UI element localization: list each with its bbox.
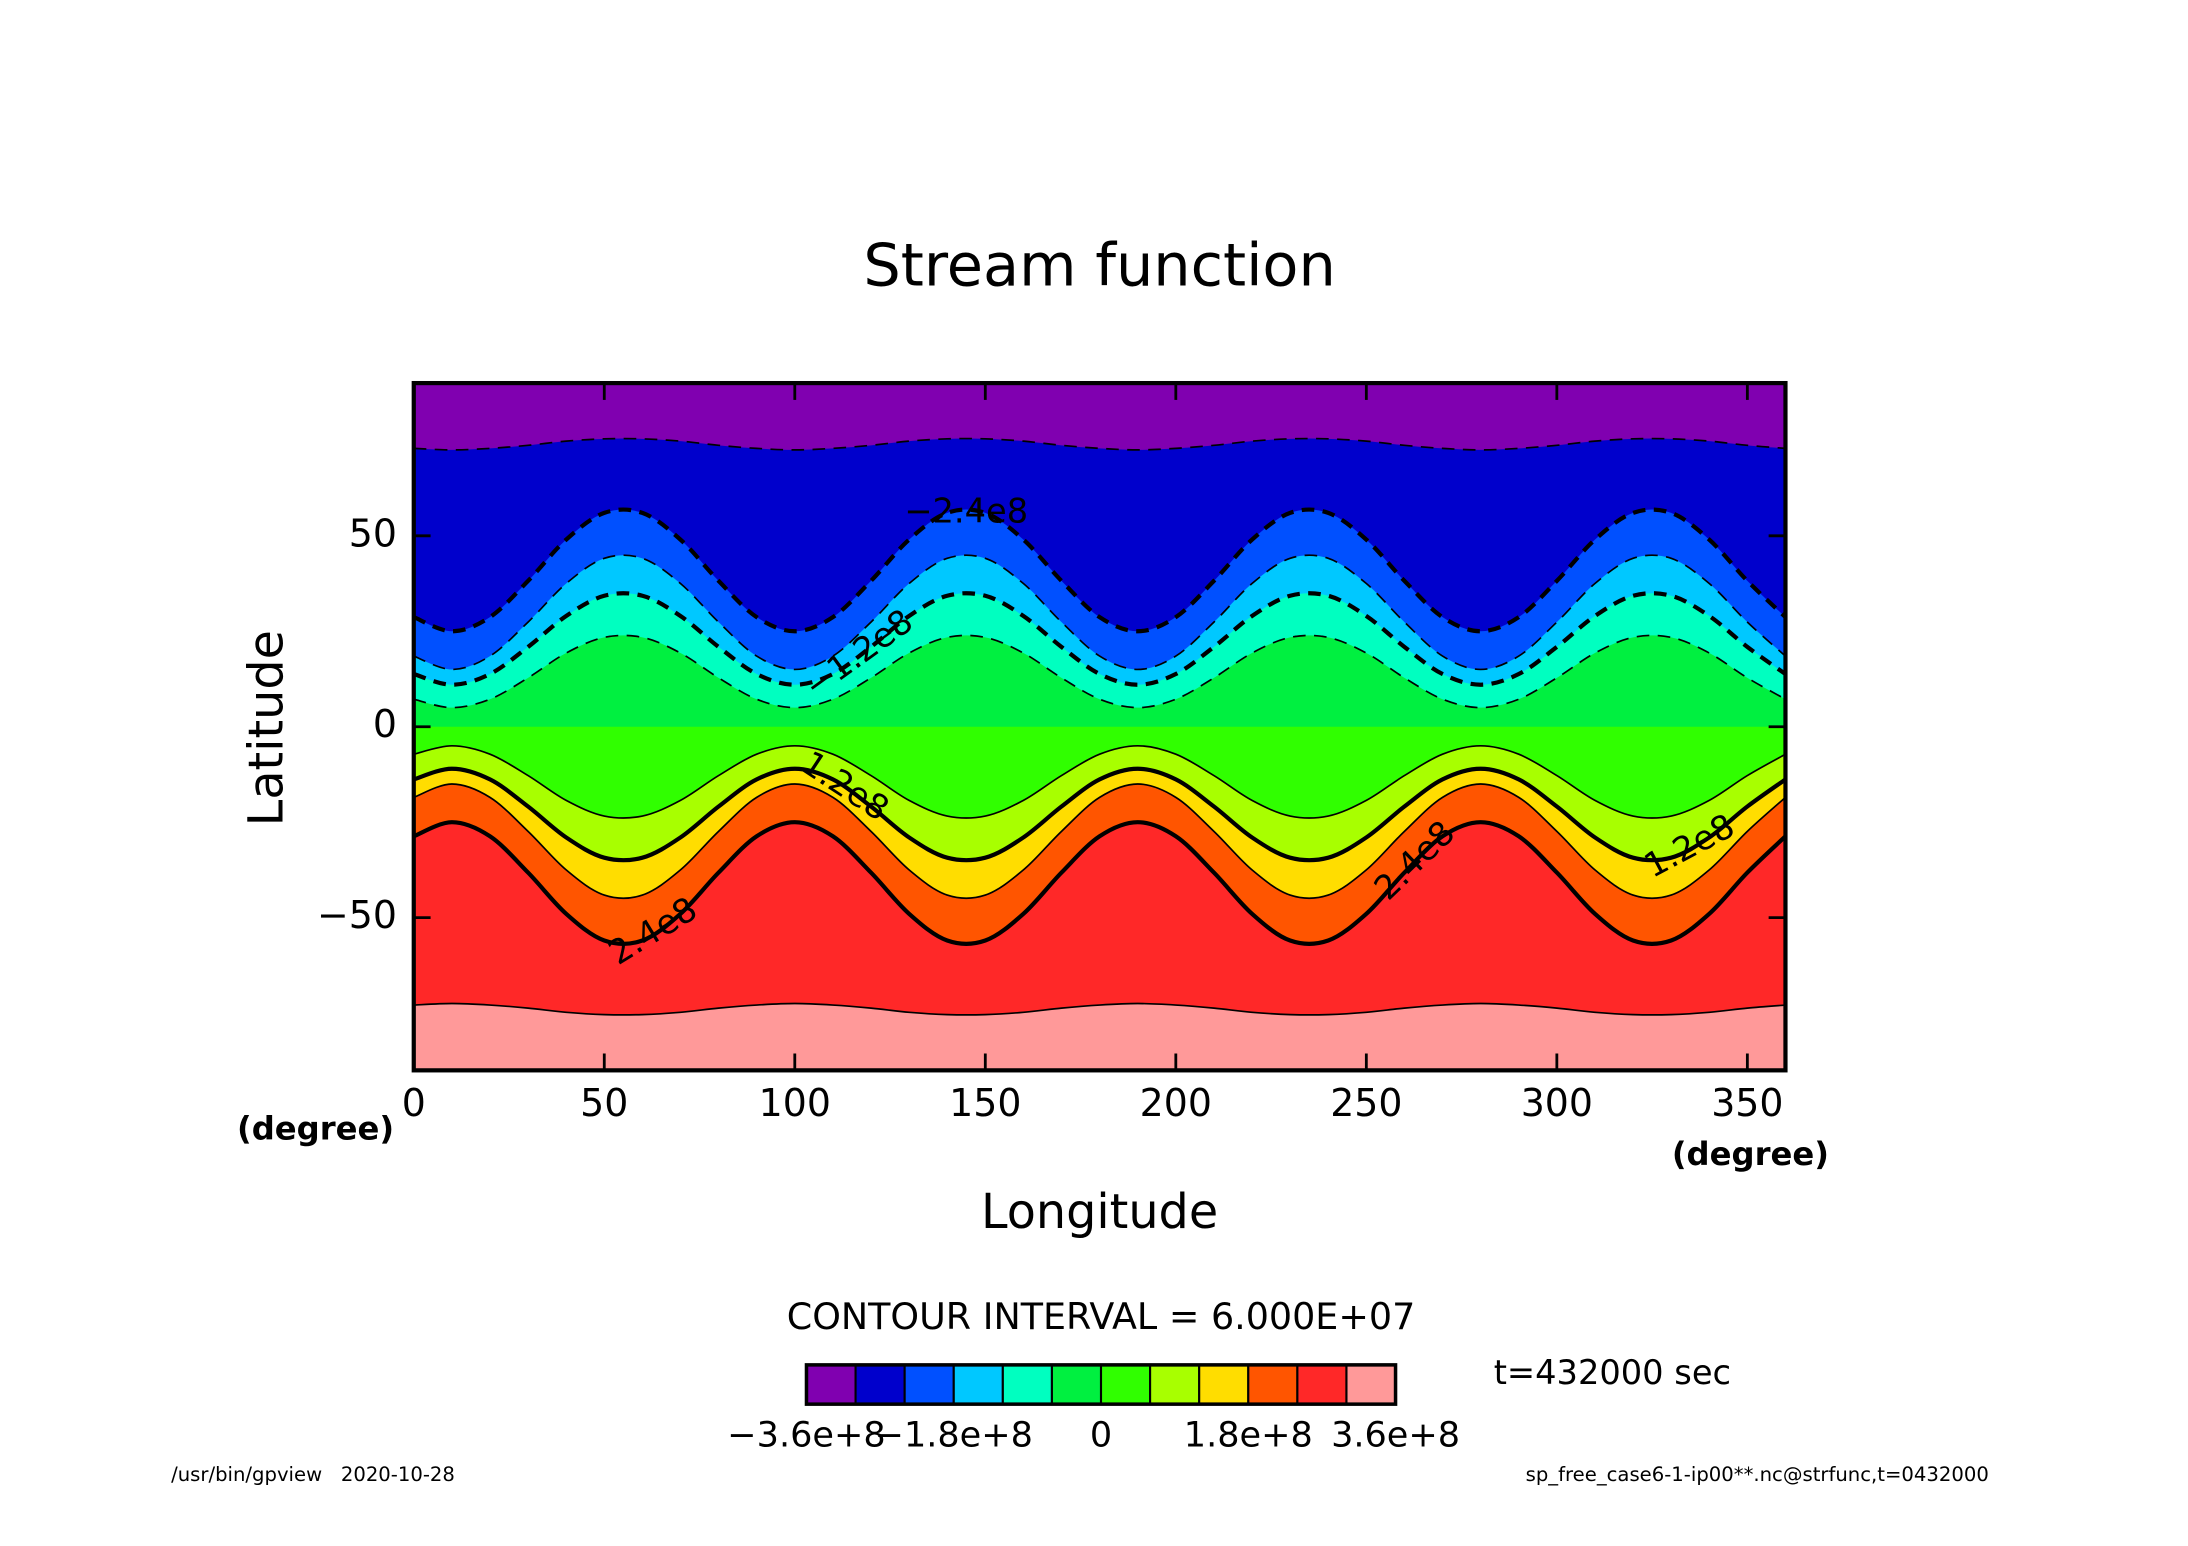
time-note: t=432000 sec (1494, 1353, 1731, 1392)
colorbar-cell (1345, 1363, 1397, 1406)
y-tick-label: 0 (373, 702, 397, 746)
colorbar-cell (952, 1363, 1004, 1406)
colorbar-tick-label: 0 (1090, 1414, 1112, 1455)
colorbar-cell (1296, 1363, 1348, 1406)
footer-left: /usr/bin/gpview 2020-10-28 (171, 1463, 455, 1486)
contour-line (413, 591, 1786, 687)
contour-line (413, 766, 1786, 863)
colorbar-cell (1247, 1363, 1299, 1406)
colorbar-cell (1198, 1363, 1250, 1406)
x-tick-label: 200 (1140, 1081, 1212, 1125)
colorbar-tick-label: −3.6e+8 (727, 1414, 885, 1455)
contour-interval: CONTOUR INTERVAL = 6.000E+07 (787, 1295, 1416, 1338)
colorbar-cell (1001, 1363, 1053, 1406)
colorbar-frame (804, 1363, 1398, 1406)
y-unit: (degree) (237, 1110, 394, 1148)
colorbar-tick-label: 3.6e+8 (1331, 1414, 1460, 1455)
chart-title: Stream function (863, 231, 1335, 300)
contour-line (413, 1002, 1786, 1016)
y-tick-label: 50 (349, 511, 397, 555)
contour-line (413, 437, 1786, 451)
contour-label: −2.4e8 (904, 491, 1028, 530)
colorbar-cell (854, 1363, 906, 1406)
colorbar-cell (1149, 1363, 1201, 1406)
footer-right: sp_free_case6-1-ip00**.nc@strfunc,t=0432… (1526, 1463, 1989, 1486)
colorbar-cell (805, 1363, 857, 1406)
x-unit: (degree) (1672, 1135, 1829, 1173)
band-fill (413, 1003, 1786, 1071)
colorbar-tick-label: −1.8e+8 (875, 1414, 1033, 1455)
x-tick-label: 150 (949, 1081, 1021, 1125)
x-tick-label: 0 (402, 1081, 426, 1125)
x-tick-label: 100 (759, 1081, 831, 1125)
x-tick-label: 250 (1330, 1081, 1402, 1125)
colorbar-cell (903, 1363, 955, 1406)
plot-area (413, 383, 1786, 1071)
colorbar-cell (1099, 1363, 1152, 1406)
contour-line (413, 554, 1786, 671)
x-tick-label: 50 (580, 1081, 628, 1125)
y-tick-label: −50 (317, 893, 397, 937)
x-axis-label: Longitude (981, 1185, 1218, 1240)
colorbar-tick-label: 1.8e+8 (1184, 1414, 1313, 1455)
colorbar-cell (1050, 1363, 1103, 1406)
x-tick-label: 350 (1711, 1081, 1783, 1125)
contour-line (413, 507, 1786, 634)
x-tick-label: 300 (1521, 1081, 1593, 1125)
contour-line (413, 783, 1786, 900)
contour-line (413, 744, 1786, 819)
y-axis-label: Latitude (239, 630, 294, 826)
contour-line (413, 820, 1786, 946)
